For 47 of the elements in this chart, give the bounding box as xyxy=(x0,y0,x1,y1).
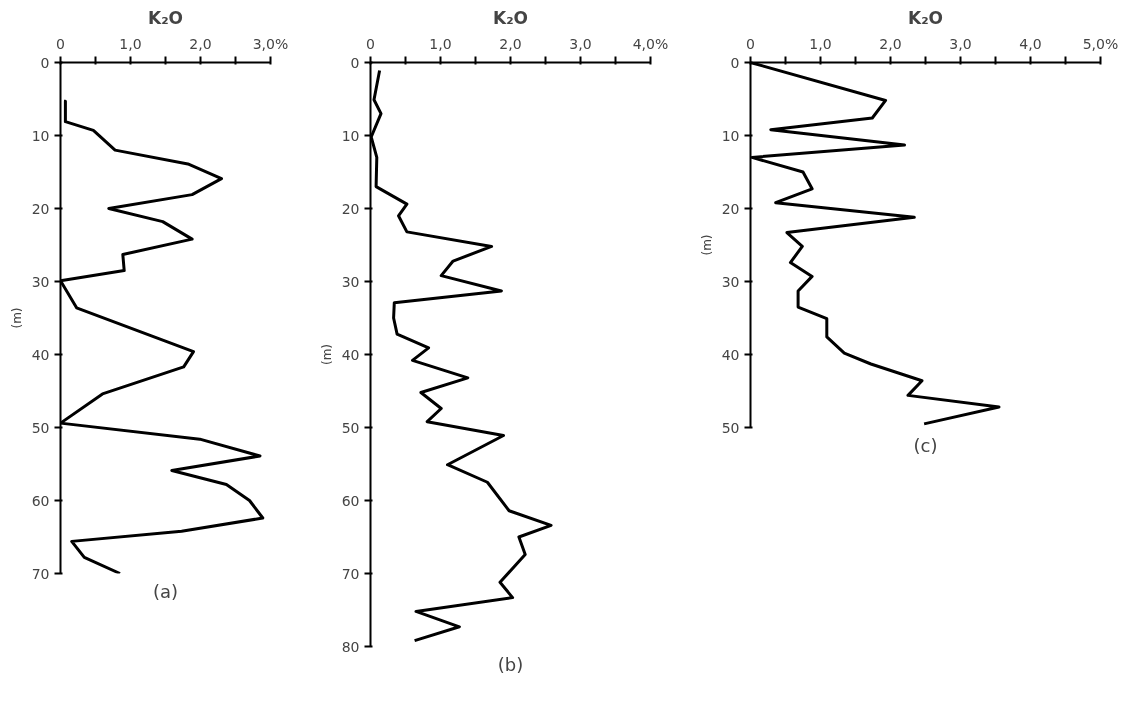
x-tick-label: 5,0% xyxy=(1082,35,1119,52)
y-tick-label: 30 xyxy=(721,273,740,290)
y-tick-label: 60 xyxy=(341,492,360,509)
x-tick-label: 0 xyxy=(746,35,755,52)
x-tick-label: 0 xyxy=(366,35,375,52)
y-tick-label: 40 xyxy=(31,346,50,363)
text: (a) xyxy=(152,580,179,602)
x-tick-label: 2,0 xyxy=(879,35,902,52)
y-tick-label: 70 xyxy=(341,565,360,582)
chart-title: K₂O xyxy=(907,7,944,28)
y-axis-title: (m) xyxy=(319,343,334,366)
chart-title: K₂O xyxy=(147,7,184,28)
y-tick-label: 80 xyxy=(341,638,360,655)
y-tick-label: 30 xyxy=(341,273,360,290)
x-tick-label: 4,0% xyxy=(632,35,669,52)
text: (b) xyxy=(497,653,524,675)
x-tick-label: 3,0 xyxy=(569,35,592,52)
y-tick-label: 70 xyxy=(31,565,50,582)
y-tick-label: 50 xyxy=(721,419,740,436)
x-tick-label: 3,0 xyxy=(949,35,972,52)
y-axis-title: (m) xyxy=(699,234,714,256)
y-tick-label: 0 xyxy=(730,54,740,71)
x-tick-label: 2,0 xyxy=(499,35,522,52)
chart-title: K₂O xyxy=(492,7,529,28)
x-tick-label: 1,0 xyxy=(429,35,452,52)
y-tick-label: 10 xyxy=(721,127,740,144)
y-tick-label: 10 xyxy=(31,127,50,144)
y-tick-label: 10 xyxy=(341,127,360,144)
x-tick-label: 0 xyxy=(56,35,65,52)
y-tick-label: 50 xyxy=(31,419,50,436)
y-tick-label: 20 xyxy=(721,200,740,217)
y-tick-label: 0 xyxy=(350,54,360,71)
y-axis-title: (m) xyxy=(9,307,24,329)
x-tick-label: 1,0 xyxy=(809,35,832,52)
y-tick-label: 20 xyxy=(31,200,50,217)
y-tick-label: 20 xyxy=(341,200,360,217)
y-tick-label: 40 xyxy=(721,346,740,363)
x-tick-label: 2,0 xyxy=(189,35,212,52)
y-tick-label: 0 xyxy=(40,54,50,71)
x-tick-label: 1,0 xyxy=(119,35,142,52)
x-tick-label: 3,0% xyxy=(252,35,289,52)
y-tick-label: 30 xyxy=(31,273,50,290)
y-tick-label: 60 xyxy=(31,492,50,509)
y-tick-label: 40 xyxy=(341,346,360,363)
x-tick-label: 4,0 xyxy=(1019,35,1042,52)
y-tick-label: 50 xyxy=(341,419,360,436)
text: (c) xyxy=(913,434,938,456)
